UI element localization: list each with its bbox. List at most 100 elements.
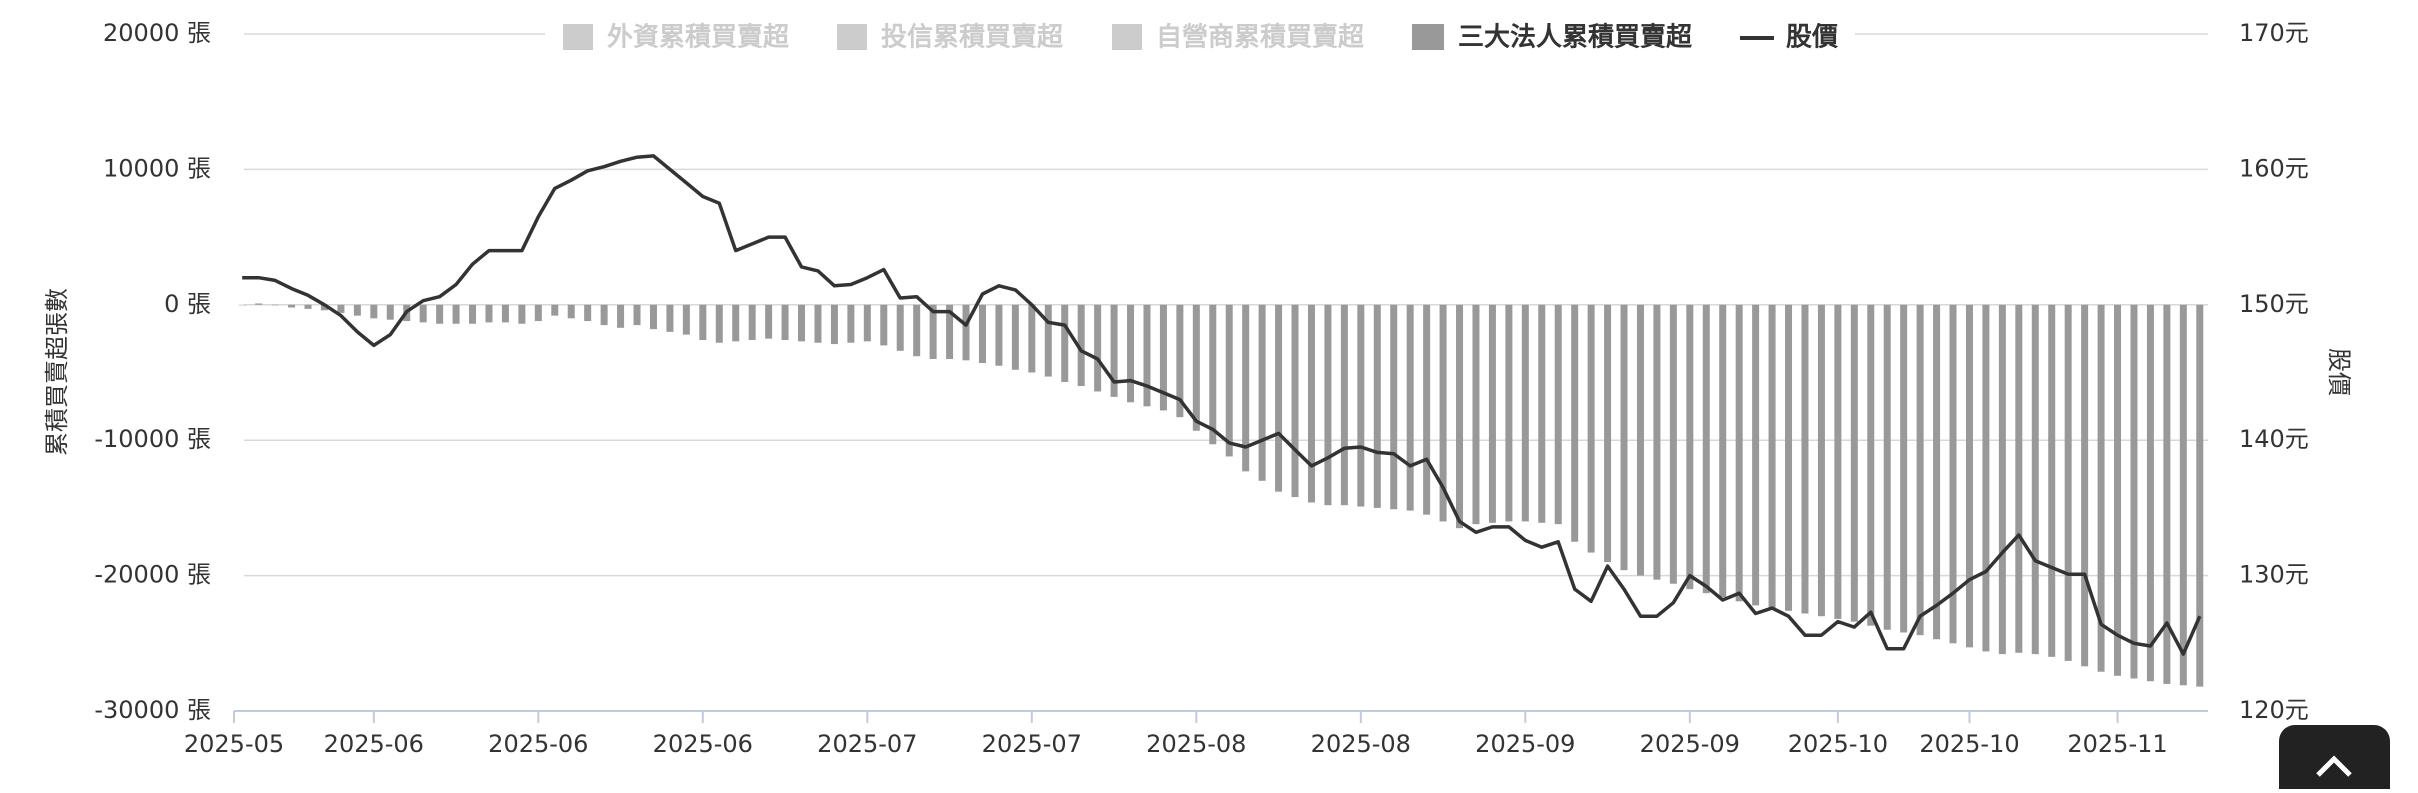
scroll-top-button[interactable] [2279, 725, 2390, 793]
legend-label: 投信累積買賣超 [881, 23, 1064, 53]
y2-tick-label: 150元 [2239, 290, 2309, 318]
bar [649, 304, 657, 330]
bar [1883, 304, 1891, 630]
bar [946, 304, 954, 359]
bar [271, 304, 279, 306]
bar [995, 304, 1003, 366]
bar [1373, 304, 1381, 508]
bar [814, 304, 822, 343]
bar [1307, 304, 1315, 503]
bar [370, 304, 378, 319]
bar [1719, 304, 1727, 598]
bar [617, 304, 625, 328]
bar [1357, 304, 1365, 507]
legend-label: 自營商累積買賣超 [1156, 22, 1365, 53]
bar [1653, 304, 1661, 580]
bar [2130, 304, 2138, 679]
bar [896, 304, 904, 351]
bar [2163, 304, 2171, 684]
bar [288, 304, 296, 308]
bar [1192, 304, 1200, 431]
bar [1916, 304, 1924, 636]
bar [1077, 304, 1085, 387]
bar [436, 304, 444, 324]
bar [1702, 304, 1710, 594]
bar [1538, 304, 1546, 523]
bar [1324, 304, 1332, 506]
bar [929, 304, 937, 359]
x-tick-label: 2025-08 [1146, 730, 1246, 758]
bar [732, 304, 740, 342]
bar [2114, 304, 2122, 676]
bar [1867, 304, 1875, 626]
bar [715, 304, 723, 343]
bar [419, 304, 427, 323]
bar [1439, 304, 1447, 522]
bar [1209, 304, 1217, 445]
bar [255, 303, 263, 305]
bar [1801, 304, 1809, 614]
bar [1735, 304, 1743, 602]
bar [501, 304, 509, 323]
bar [666, 304, 674, 332]
bar [2179, 304, 2187, 686]
bar [798, 304, 806, 342]
bar [1423, 304, 1431, 515]
bar [748, 304, 756, 341]
bar [1127, 304, 1135, 403]
bar [1505, 304, 1513, 522]
price-line [242, 154, 2202, 656]
bar [320, 304, 328, 311]
bar [962, 304, 970, 361]
bar [1258, 304, 1266, 481]
bar [1406, 304, 1414, 511]
bar [600, 304, 608, 326]
x-tick-label: 2025-09 [1640, 730, 1740, 758]
bar [699, 304, 707, 341]
legend-swatch [563, 24, 593, 50]
bar [1456, 304, 1464, 529]
bar [1390, 304, 1398, 510]
bar [1850, 304, 1858, 622]
bar [847, 304, 855, 343]
bar [452, 304, 460, 324]
bar [353, 304, 361, 316]
bar [1061, 304, 1069, 382]
bar [1554, 304, 1562, 525]
bar [304, 304, 312, 309]
y2-tick-label: 120元 [2239, 696, 2309, 724]
bar [2081, 304, 2089, 667]
bar [1275, 304, 1283, 492]
bar [1044, 304, 1052, 377]
bar [518, 304, 526, 324]
y-tick-label: -10000 張 [94, 425, 211, 453]
bar [1242, 304, 1250, 472]
bar [1752, 304, 1760, 606]
bar [2064, 304, 2072, 661]
bar [1159, 304, 1167, 411]
bar [238, 304, 246, 306]
bar [2097, 304, 2105, 672]
bar [1176, 304, 1184, 418]
x-tick-label: 2025-08 [1311, 730, 1411, 758]
x-tick-label: 2025-07 [817, 730, 917, 758]
bar [1965, 304, 1973, 648]
bar [1587, 304, 1595, 553]
bar [1669, 304, 1677, 584]
chevron-icon[interactable] [2316, 755, 2352, 777]
y2-tick-label: 140元 [2239, 425, 2309, 453]
legend-swatch [837, 24, 867, 50]
bar [1521, 304, 1529, 522]
bar [551, 304, 559, 316]
x-tick-label: 2025-09 [1475, 730, 1575, 758]
x-tick-label: 2025-05 [184, 730, 284, 758]
bar [2048, 304, 2056, 657]
bar [781, 304, 789, 341]
x-tick-label: 2025-06 [653, 730, 753, 758]
bar [2146, 304, 2154, 682]
bar [765, 304, 773, 339]
x-tick-label: 2025-10 [1919, 730, 2019, 758]
legend-bg [545, 14, 1855, 60]
bar [2031, 304, 2039, 655]
bar [1785, 304, 1793, 611]
